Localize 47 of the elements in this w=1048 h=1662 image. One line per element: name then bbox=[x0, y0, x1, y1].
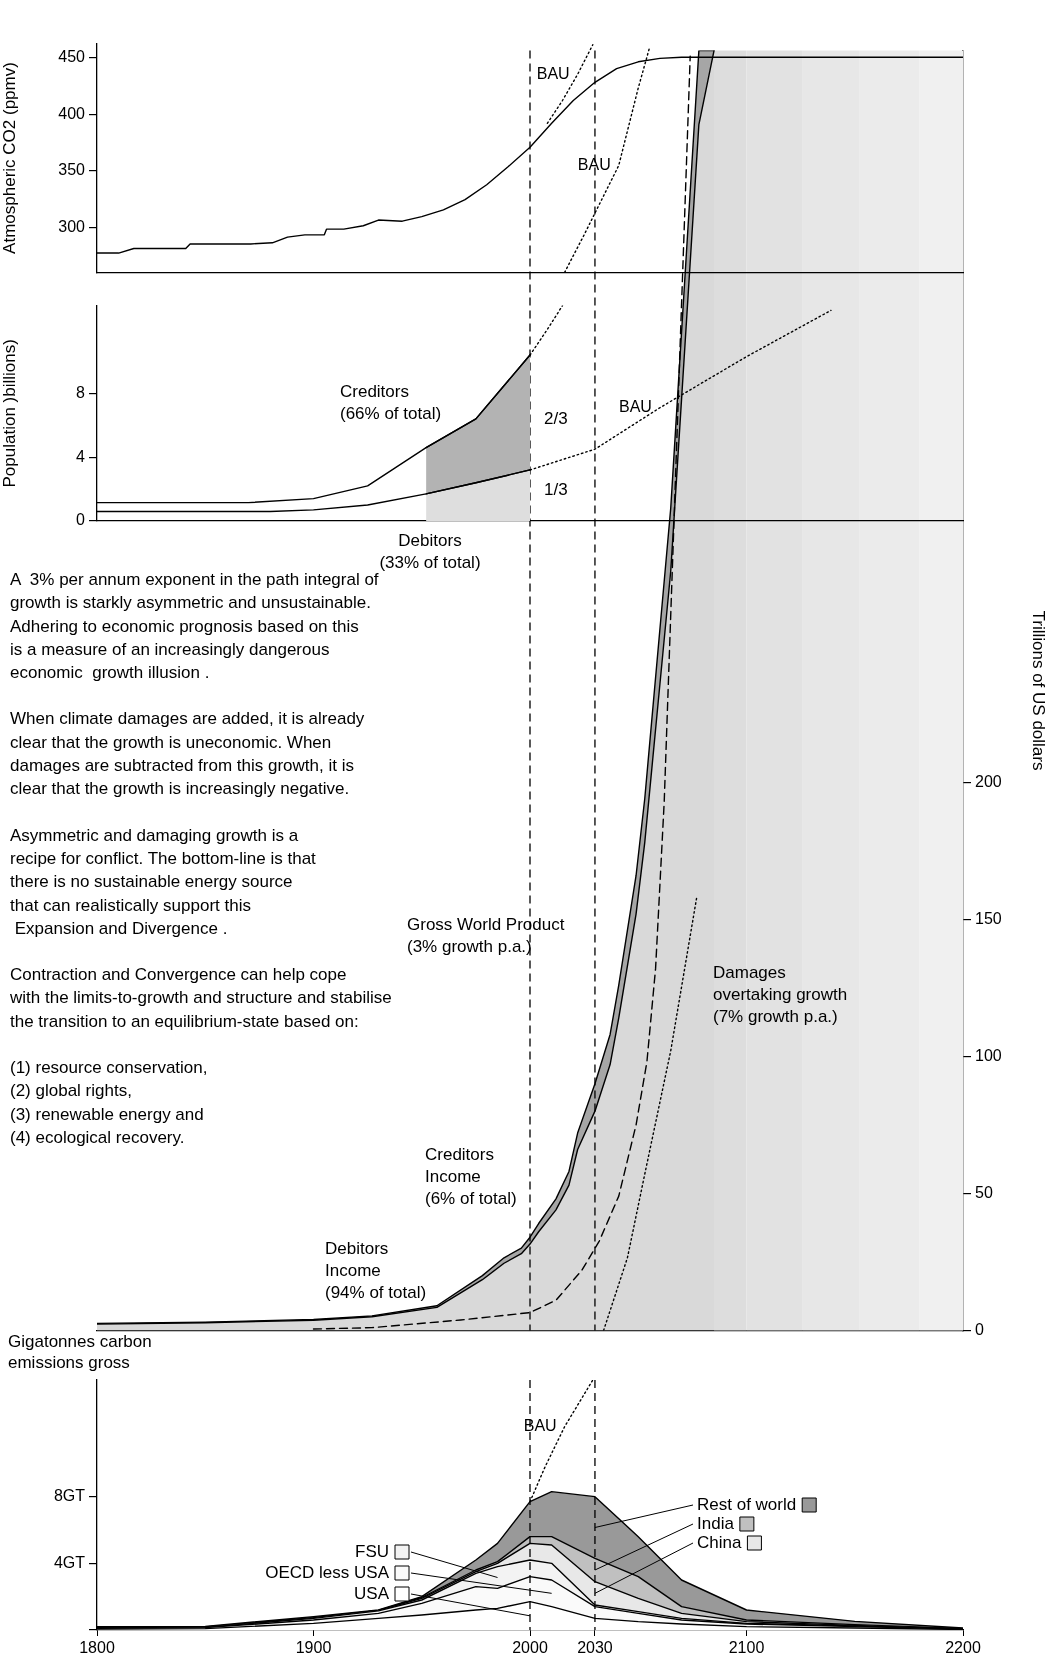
y2-tick-label: 50 bbox=[975, 1183, 993, 1201]
annotation: 2/3 bbox=[544, 409, 568, 429]
legend-label: USA bbox=[354, 1583, 390, 1603]
y-axis-title: Population )billions) bbox=[0, 339, 19, 488]
legend-label: India bbox=[697, 1513, 735, 1533]
annotation: When climate damages are added, it is already clear that the growth is uneconomic. When damages are subtracted from this growth, it is clear that the growth is increasingly negative. bbox=[10, 708, 366, 801]
legend-label: China bbox=[697, 1532, 742, 1552]
y-axis-title: Atmospheric CO2 (ppmv) bbox=[0, 62, 19, 254]
y-tick-label: 0 bbox=[76, 511, 86, 529]
y2-tick-label: 100 bbox=[975, 1046, 1002, 1064]
y-tick-label: 4 bbox=[76, 447, 86, 465]
annotation: Creditors (66% of total) bbox=[340, 382, 442, 424]
y-tick-label: 8 bbox=[76, 383, 86, 401]
legend-label: FSU bbox=[355, 1541, 389, 1561]
annotation: Creditors Income (6% of total) bbox=[425, 1145, 517, 1209]
y-tick-label: 300 bbox=[58, 218, 86, 236]
annotation: Contraction and Convergence can help cope with the limits-to-growth and structure and stabilise the transition to an equilibrium-state based on: bbox=[10, 964, 393, 1033]
y2-tick-label: 0 bbox=[975, 1320, 984, 1338]
y2-tick-label: 200 bbox=[975, 772, 1002, 790]
series-label: BAU bbox=[523, 1417, 557, 1435]
annotation: Damages overtaking growth (7% growth p.a.) bbox=[713, 963, 848, 1027]
x-tick-label: 1900 bbox=[295, 1639, 332, 1657]
legend-label: OECD less USA bbox=[265, 1562, 390, 1582]
annotation: A 3% per annum exponent in the path integral of growth is starkly asymmetric and unsustainable. Adhering to economic prognosis based on this is a measure of an increasingly dangerous economic growth illusion . bbox=[10, 570, 379, 683]
annotation: Asymmetric and damaging growth is a recipe for conflict. The bottom-line is that there is no sustainable energy source that can realistically support this Expansion and Divergence . bbox=[10, 825, 316, 938]
annotation: Debitors (33% of total) bbox=[379, 531, 481, 573]
x-tick-label: 2000 bbox=[512, 1639, 548, 1657]
x-tick-label: 2100 bbox=[728, 1639, 765, 1657]
y2-axis-title: Trillions of US dollars bbox=[1029, 610, 1048, 771]
annotation: 1/3 bbox=[544, 480, 568, 500]
y-tick-label: 450 bbox=[58, 47, 86, 65]
y-axis-title: Gigatonnes carbon emissions gross bbox=[8, 1332, 152, 1373]
annotation: (1) resource conservation, (2) global rights, (3) renewable energy and (4) ecological recovery. bbox=[10, 1058, 208, 1147]
y2-tick-label: 150 bbox=[975, 909, 1002, 927]
series-label: BAU bbox=[577, 155, 611, 173]
y-tick-label: 4GT bbox=[53, 1553, 86, 1571]
y-tick-label: 350 bbox=[58, 161, 86, 179]
annotation: Debitors Income (94% of total) bbox=[325, 1239, 427, 1303]
series-label: BAU bbox=[536, 64, 570, 82]
annotation: Gross World Product (3% growth p.a.) bbox=[407, 915, 565, 957]
x-tick-label: 2030 bbox=[577, 1639, 613, 1657]
legend-label: Rest of world bbox=[697, 1494, 797, 1514]
series-label: BAU bbox=[618, 398, 652, 416]
x-tick-label: 2200 bbox=[945, 1639, 981, 1657]
y-tick-label: 8GT bbox=[53, 1487, 86, 1505]
y-tick-label: 400 bbox=[58, 104, 86, 122]
x-tick-label: 1800 bbox=[79, 1639, 115, 1657]
